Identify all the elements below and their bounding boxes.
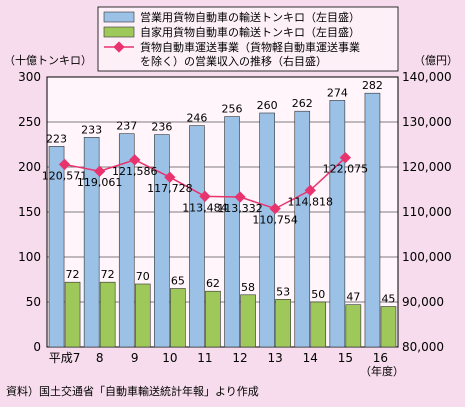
bar-operating [224,116,240,348]
bar-private [134,283,151,348]
right-tick-label: 80,000 [402,340,444,354]
right-tick-label: 130,000 [402,115,452,129]
bar-operating [118,133,135,348]
revenue-marker [164,171,176,183]
source-note: 資料）国土交通省「自動車輸送統計年報」より作成 [6,384,259,398]
y-left-title: （十億トンキロ） [4,53,92,67]
right-tick-label: 100,000 [402,250,452,264]
bar-operating [294,110,311,348]
bar-private [99,281,116,348]
x-tick-label: 14 [303,351,318,365]
bar-private [170,288,186,348]
data-label-private: 62 [206,277,220,290]
left-tick-label: 200 [18,160,41,174]
data-label-revenue: 114,818 [288,195,334,208]
data-label-private: 47 [346,291,360,304]
data-label-private: 58 [241,281,255,294]
right-tick-label: 90,000 [402,295,444,309]
left-tick-label: 300 [18,70,41,84]
revenue-marker [304,184,316,196]
left-tick-label: 50 [26,295,41,309]
legend-label-revenue-2: を除く）の営業収入の推移（右目盛） [140,54,327,68]
x-tick-label: 8 [96,351,104,365]
legend-swatch-private [103,26,135,38]
left-tick-label: 150 [18,205,41,219]
revenue-marker [269,202,281,215]
legend-label-revenue-1: 貨物自動車運送事業（貨物軽自動車運送事業 [140,40,360,54]
left-tick-label: 0 [33,340,41,354]
data-label-revenue: 122,075 [323,163,369,176]
data-label-operating: 246 [186,112,207,125]
bar-operating [329,100,346,348]
bar-operating [48,146,65,348]
data-label-operating: 282 [362,79,383,92]
data-label-private: 70 [136,270,150,283]
revenue-marker [339,152,352,164]
x-tick-label: 16 [373,351,388,365]
x-tick-label: 11 [197,351,212,365]
bar-private [275,298,291,348]
data-label-private: 65 [171,275,185,288]
data-label-revenue: 117,728 [147,182,193,195]
x-tick-label: 12 [232,351,247,365]
bar-private [380,306,397,348]
right-tick-label: 140,000 [402,70,452,84]
x-tick-label: 13 [268,351,283,365]
left-tick-label: 250 [18,115,41,129]
bar-private [345,304,362,348]
legend-box [97,6,399,72]
x-tick-label: 15 [338,351,353,365]
data-label-private: 53 [276,285,290,298]
data-label-private: 45 [381,293,395,306]
data-label-revenue: 119,061 [77,176,123,189]
data-label-operating: 262 [292,97,313,110]
data-label-private: 72 [101,268,115,281]
revenue-marker [129,154,141,166]
legend-swatch-operating [103,11,135,23]
bar-private [205,290,221,348]
x-tick-label: 9 [131,351,139,365]
legend-marker-revenue [113,41,125,53]
x-unit-label: （年度） [360,364,404,378]
data-label-revenue: 110,754 [252,214,298,227]
legend-label-private: 自家用貨物自動車の輸送トンキロ（左目盛） [140,25,360,39]
data-label-operating: 236 [151,121,172,134]
y-right-title: （億円） [414,54,458,67]
legend-label-operating: 営業用貨物自動車の輸送トンキロ（左目盛） [140,10,360,24]
bar-private [310,301,327,348]
data-label-operating: 260 [257,99,278,112]
bar-operating [154,134,170,348]
x-tick-label: 10 [162,351,177,365]
revenue-marker [199,190,211,202]
data-label-revenue: 120,571 [42,169,88,182]
data-label-operating: 233 [81,123,102,136]
data-label-private: 72 [66,268,80,281]
data-label-operating: 223 [46,132,67,145]
data-label-revenue: 121,586 [112,165,158,178]
right-tick-label: 120,000 [402,160,452,174]
bar-operating [259,112,275,348]
bar-private [240,294,256,348]
data-label-private: 50 [311,288,325,301]
data-label-revenue: 113,332 [217,202,263,215]
data-label-revenue: 113,484 [182,201,228,214]
bar-operating [83,137,100,348]
data-label-operating: 274 [327,86,348,99]
bar-operating [364,92,381,348]
x-tick-label: 平成7 [49,351,81,365]
data-label-operating: 237 [116,120,137,133]
bar-operating [189,125,205,348]
left-tick-label: 100 [18,250,41,264]
right-tick-label: 110,000 [402,205,452,219]
data-label-operating: 256 [222,103,243,116]
revenue-marker [234,191,246,203]
bar-private [64,281,81,348]
revenue-marker [58,158,71,171]
